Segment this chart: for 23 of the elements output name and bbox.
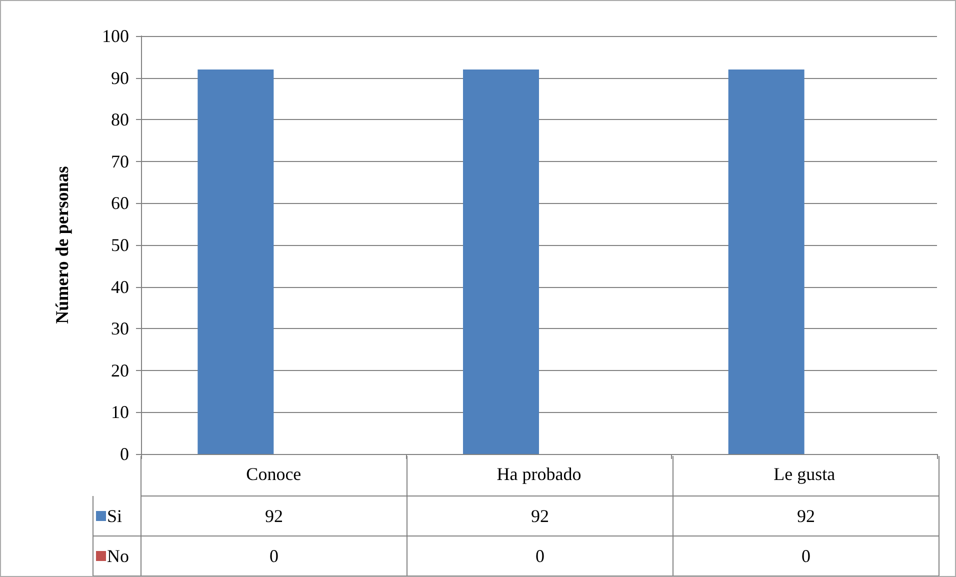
x-tick-label: Ha probado (496, 464, 582, 484)
y-tick-label: 10 (111, 402, 129, 422)
data-label: 0 (270, 546, 278, 566)
x-tick-label: Le gusta (774, 464, 836, 484)
x-tick-label: Conoce (246, 464, 302, 484)
y-tick-label: 50 (111, 235, 129, 255)
y-tick-label: 70 (111, 151, 129, 172)
y-tick-label: 90 (111, 68, 129, 88)
legend-label: No (107, 546, 129, 566)
y-tick-label: 80 (111, 110, 129, 130)
data-label: 0 (802, 546, 810, 566)
data-label: 92 (531, 506, 549, 526)
y-tick-label: 60 (111, 193, 129, 214)
y-tick-label: 20 (111, 360, 129, 380)
y-tick-label: 40 (111, 276, 129, 297)
data-label: 92 (797, 506, 815, 526)
y-tick-label: 100 (102, 26, 129, 46)
legend-label: Si (107, 506, 122, 526)
data-label: 92 (265, 506, 283, 526)
y-tick-label: 0 (120, 444, 129, 464)
y-tick-label: 30 (111, 318, 129, 339)
y-axis-title: Número de personas (52, 166, 72, 324)
data-label: 0 (536, 546, 544, 566)
